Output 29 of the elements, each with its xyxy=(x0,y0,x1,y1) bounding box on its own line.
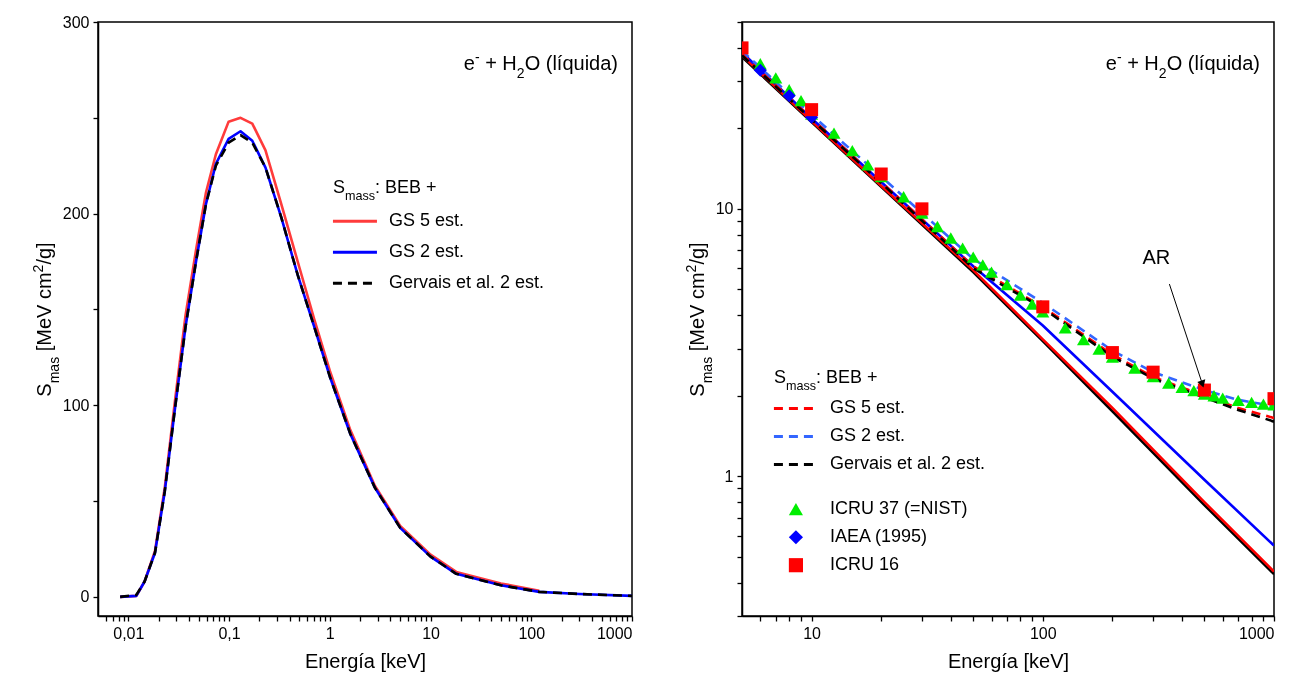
legend-label: ICRU 16 xyxy=(829,554,899,575)
legend-title: S$_{mass}$: BEB + xyxy=(332,177,437,204)
x-tick-label: 100 xyxy=(1029,624,1057,642)
legend-label: GS 5 est. xyxy=(829,397,905,418)
legend-title: S$_{mass}$: BEB + xyxy=(773,367,878,394)
legend-label: IAEA (1995) xyxy=(829,526,927,547)
x-tick-label: 10 xyxy=(803,624,822,642)
legend-label: GS 2 est. xyxy=(829,425,905,446)
x-tick-label: 0,01 xyxy=(113,624,145,642)
annotation: e$^{-}$ + H$_{2}$O (líquida) xyxy=(1105,49,1260,81)
x-tick-label: 1000 xyxy=(596,624,633,642)
annotation: e$^{-}$ + H$_{2}$O (líquida) xyxy=(463,49,618,81)
y-tick-label: 200 xyxy=(62,205,90,223)
y-tick-label: 300 xyxy=(62,13,90,31)
y-tick-label: 0 xyxy=(80,588,90,606)
x-axis-title: Energía [keV] xyxy=(947,649,1070,672)
legend-label: ICRU 37 (=NIST) xyxy=(829,498,968,519)
x-tick-label: 1 xyxy=(325,624,335,642)
x-tick-label: 0,1 xyxy=(218,624,241,642)
x-tick-label: 10 xyxy=(422,624,441,642)
x-axis-title: Energía [keV] xyxy=(304,649,427,672)
legend-label: Gervais et al. 2 est. xyxy=(388,272,545,293)
legend-label: Gervais et al. 2 est. xyxy=(829,453,985,474)
y-tick-label: 100 xyxy=(62,396,90,414)
x-tick-label: 1000 xyxy=(1238,624,1275,642)
annotation: AR xyxy=(1142,246,1171,269)
x-tick-label: 100 xyxy=(518,624,546,642)
legend-label: GS 2 est. xyxy=(388,241,465,262)
legend-label: GS 5 est. xyxy=(388,210,465,231)
